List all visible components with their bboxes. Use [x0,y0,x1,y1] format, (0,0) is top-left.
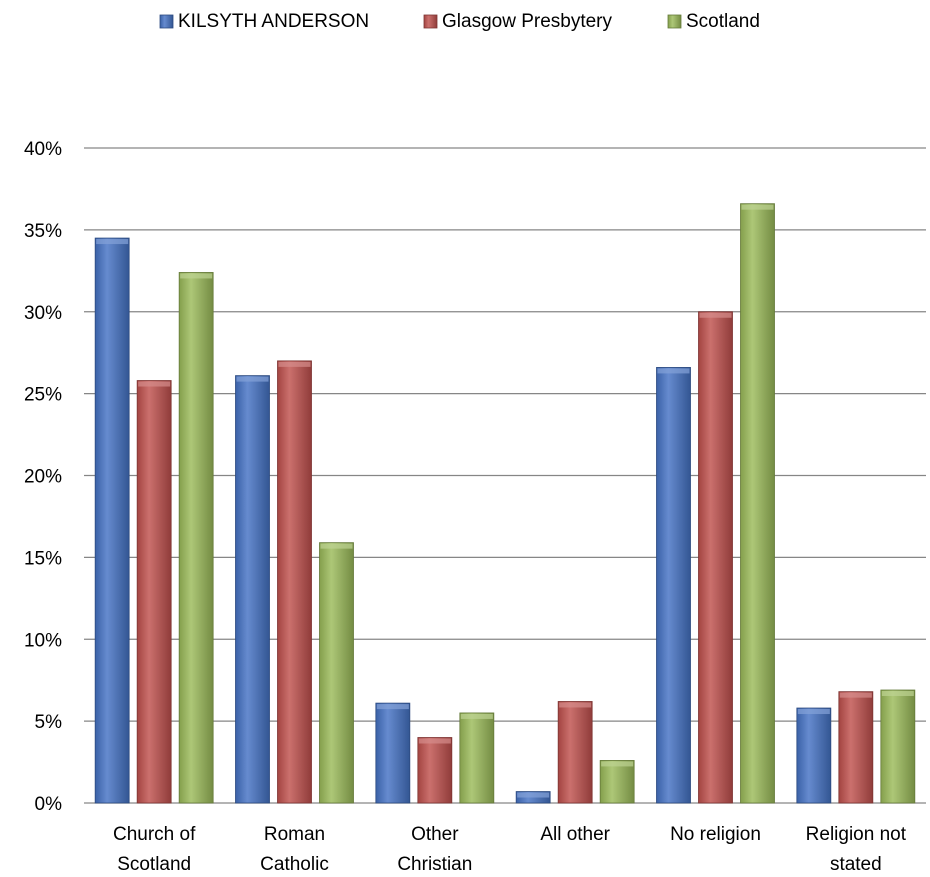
bar-highlight [699,312,732,318]
bar-highlight [320,543,353,549]
category-label: Religion not [806,824,907,845]
legend-label: KILSYTH ANDERSON [178,11,369,32]
bar-highlight [741,204,774,210]
bar-highlight [881,691,914,697]
bar-highlight [278,361,311,367]
category-label: Catholic [260,854,329,875]
category-label: Scotland [117,854,191,875]
bar-highlight [601,761,634,767]
category-label: stated [830,854,882,875]
legend-swatch [667,14,682,29]
bar [94,237,130,804]
y-tick-label: 30% [24,303,62,324]
y-tick-label: 25% [24,385,62,406]
legend-swatch [423,14,438,29]
bar [319,542,354,804]
bar-highlight [460,713,493,719]
gridlines [84,147,926,804]
y-tick-label: 35% [24,221,62,242]
bars [94,203,916,804]
bar [557,701,593,804]
y-tick-label: 10% [24,630,62,651]
category-label: Roman [264,824,325,845]
y-tick-label: 20% [24,467,62,488]
bar [796,707,832,804]
bar-highlight [236,376,269,382]
bar [178,272,214,804]
bar [656,367,691,804]
bar [136,380,172,804]
bar [880,689,916,804]
category-label: No religion [670,824,761,845]
legend: KILSYTH ANDERSON Glasgow Presbytery Scotla… [159,11,760,32]
bar-highlight [138,381,171,387]
y-tick-label: 15% [24,548,62,569]
category-label: Christian [397,854,472,875]
bar [599,760,635,804]
bar-highlight [96,239,129,245]
y-tick-label: 5% [35,712,63,733]
bar-highlight [559,702,592,708]
category-label: All other [540,824,610,845]
bar [838,691,874,804]
bar [375,702,411,804]
category-label: Church of [113,824,196,845]
category-label: Other [411,824,459,845]
y-tick-label: 0% [35,794,63,815]
bar-highlight [797,709,830,715]
bar [740,203,775,804]
bar-highlight [376,704,409,710]
y-axis-ticks: 0% 5% 10% 15% 20% 25% 30% 35% 40% [24,139,62,815]
x-axis-categories: Church of Scotland Roman Catholic Other Chris… [113,824,907,875]
bar-highlight [517,792,550,798]
bar-highlight [839,692,872,698]
legend-label: Scotland [686,11,760,32]
legend-label: Glasgow Presbytery [442,11,613,32]
bar [235,375,270,804]
bar [277,360,312,804]
y-tick-label: 40% [24,139,62,160]
bar [459,712,495,804]
bar-highlight [418,738,451,744]
legend-swatch [159,14,174,29]
bar-highlight [657,368,690,374]
bar [417,737,453,804]
bar-highlight [180,273,213,279]
bar [698,311,733,804]
